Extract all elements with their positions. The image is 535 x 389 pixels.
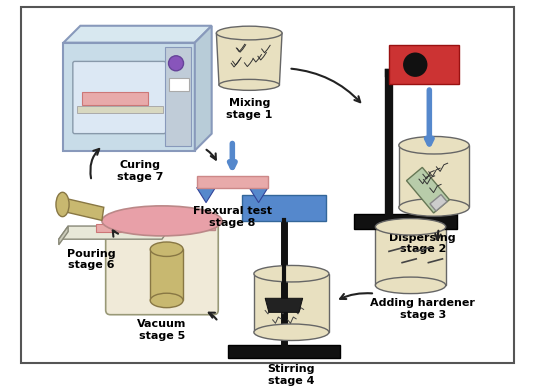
Ellipse shape [150, 242, 183, 256]
Ellipse shape [376, 277, 446, 294]
FancyBboxPatch shape [106, 216, 218, 315]
Bar [389, 45, 460, 84]
Text: Adding hardener
stage 3: Adding hardener stage 3 [370, 298, 475, 320]
Polygon shape [265, 298, 303, 312]
Bar [165, 47, 191, 146]
Text: Stirring
stage 4: Stirring stage 4 [268, 364, 315, 385]
Text: Dispersing
stage 2: Dispersing stage 2 [389, 233, 456, 254]
Text: Mixing
stage 1: Mixing stage 1 [226, 98, 272, 119]
Ellipse shape [102, 206, 222, 236]
Bar [197, 176, 268, 187]
Ellipse shape [219, 79, 279, 90]
Polygon shape [216, 33, 282, 85]
Polygon shape [59, 226, 68, 245]
Circle shape [403, 53, 427, 77]
Text: Curing
stage 7: Curing stage 7 [117, 160, 164, 182]
Bar [227, 345, 340, 358]
Polygon shape [64, 26, 212, 43]
Ellipse shape [56, 192, 69, 217]
Ellipse shape [399, 199, 469, 216]
Bar [354, 214, 457, 229]
Bar [399, 145, 469, 207]
Text: Flexural test
stage 8: Flexural test stage 8 [193, 206, 272, 228]
Ellipse shape [216, 26, 282, 40]
Polygon shape [249, 187, 268, 203]
Bar [96, 224, 143, 232]
Bar [169, 78, 189, 91]
Bar [77, 106, 163, 112]
Polygon shape [59, 226, 171, 239]
Polygon shape [430, 194, 447, 211]
Circle shape [169, 56, 184, 71]
Bar [109, 215, 216, 230]
Ellipse shape [254, 324, 329, 340]
Polygon shape [197, 187, 216, 203]
Bar [254, 274, 329, 332]
Text: Pouring
stage 6: Pouring stage 6 [67, 249, 116, 270]
Text: Vacuum
stage 5: Vacuum stage 5 [137, 319, 187, 341]
Ellipse shape [254, 265, 329, 282]
Ellipse shape [376, 219, 446, 235]
Ellipse shape [150, 293, 183, 308]
Bar [376, 227, 446, 286]
Bar [82, 92, 148, 105]
Polygon shape [62, 198, 104, 221]
Polygon shape [407, 167, 449, 213]
FancyBboxPatch shape [73, 61, 166, 134]
Ellipse shape [399, 137, 469, 154]
Bar [150, 249, 183, 300]
Polygon shape [195, 26, 212, 151]
Bar [242, 195, 326, 221]
FancyBboxPatch shape [64, 43, 195, 151]
